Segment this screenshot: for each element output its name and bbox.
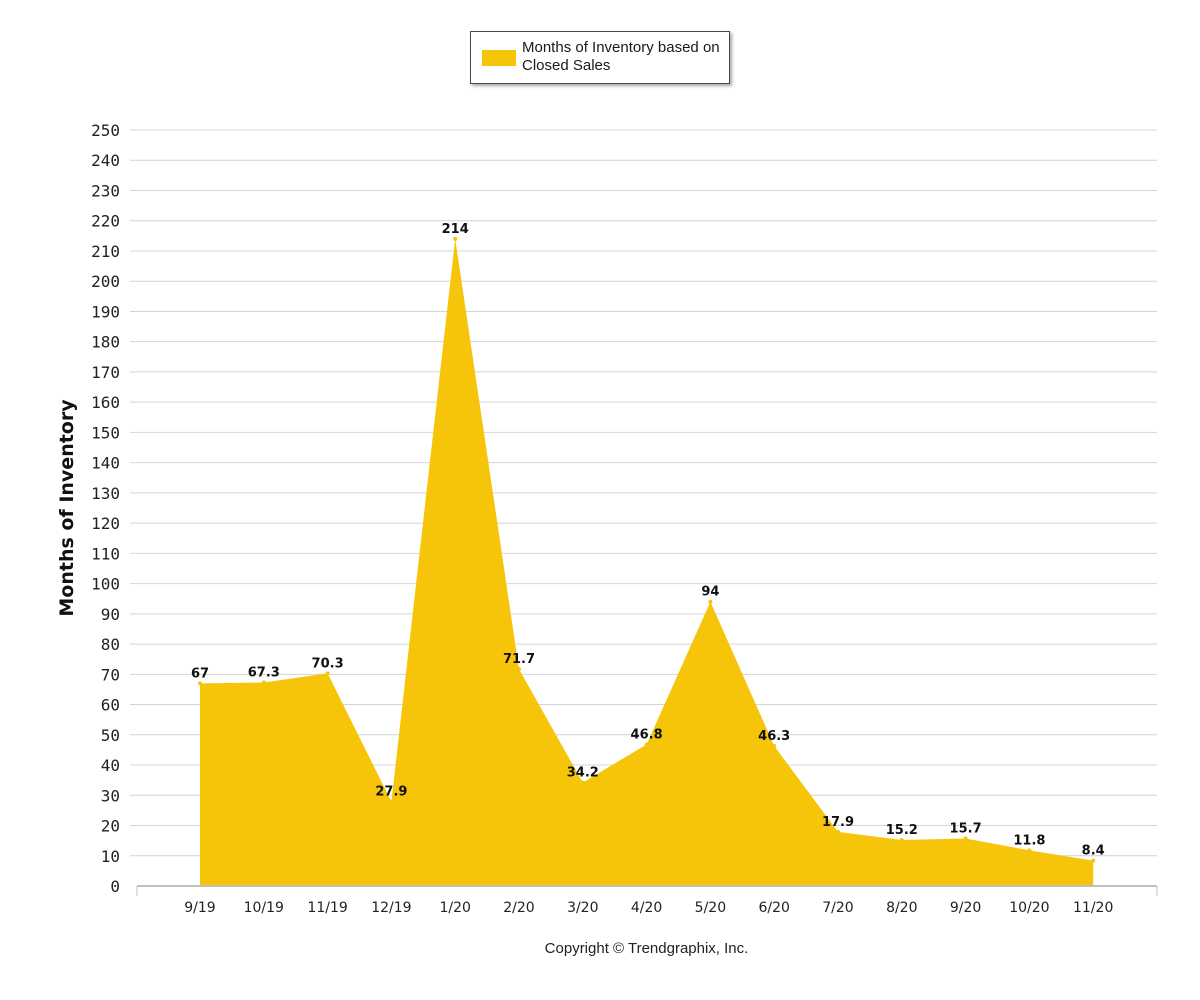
y-tick-label: 150 (91, 423, 120, 442)
y-tick-label: 250 (91, 121, 120, 140)
data-point (708, 599, 713, 604)
y-axis-ticks: 0 10 20 30 40 50 60 70 80 90 100 110 120 130 140 150 160… (91, 121, 120, 896)
y-axis-title: Months of Inventory (56, 399, 78, 617)
y-tick-label: 140 (91, 454, 120, 473)
legend: Months of Inventory based on Closed Sale… (470, 31, 730, 84)
data-label: 15.2 (886, 823, 918, 838)
y-tick-label: 20 (101, 817, 120, 836)
y-tick-label: 30 (101, 786, 120, 805)
data-label: 46.8 (631, 727, 663, 742)
x-tick-label: 7/20 (822, 900, 853, 916)
data-labels: 67 67.3 70.3 27.9 214 71.7 34.2 46.8 94 46.3 17.9 1… (191, 222, 1105, 859)
copyright-text: Copyright © Trendgraphix, Inc. (544, 940, 749, 957)
x-tick-label: 5/20 (695, 900, 726, 916)
data-point (261, 680, 266, 685)
data-point (389, 799, 394, 804)
x-tick-label: 4/20 (631, 900, 662, 916)
y-tick-label: 0 (110, 877, 120, 896)
y-tick-label: 60 (101, 696, 120, 715)
x-tick-label: 12/19 (371, 900, 411, 916)
data-label: 94 (701, 585, 719, 600)
y-tick-label: 50 (101, 726, 120, 745)
legend-label: Months of Inventory based on Closed Sale… (522, 39, 720, 74)
legend-swatch (482, 50, 516, 66)
x-axis (136, 885, 1158, 896)
data-point (325, 671, 330, 676)
y-tick-label: 170 (91, 363, 120, 382)
x-tick-label: 10/19 (244, 900, 284, 916)
y-tick-label: 110 (91, 544, 120, 563)
data-point (198, 681, 202, 686)
y-tick-label: 160 (91, 393, 120, 412)
x-tick-label: 10/20 (1009, 900, 1049, 916)
y-tick-label: 180 (91, 333, 120, 352)
x-tick-label: 3/20 (567, 900, 598, 916)
x-tick-label: 2/20 (503, 900, 534, 916)
data-label: 17.9 (822, 815, 854, 830)
y-tick-label: 100 (91, 575, 120, 594)
y-tick-label: 130 (91, 484, 120, 503)
y-tick-label: 220 (91, 212, 120, 231)
y-tick-label: 10 (101, 847, 120, 866)
y-tick-label: 200 (91, 272, 120, 291)
x-tick-label: 11/20 (1073, 900, 1113, 916)
x-tick-label: 11/19 (307, 900, 347, 916)
y-tick-label: 70 (101, 665, 120, 684)
data-label: 67.3 (248, 665, 280, 680)
x-axis-ticks: 9/19 10/19 11/19 12/19 1/20 2/20 3/20 4/20 5/20 6… (184, 900, 1113, 916)
data-point (963, 836, 968, 841)
y-tick-label: 90 (101, 605, 120, 624)
data-point (580, 780, 585, 785)
x-tick-label: 9/19 (184, 900, 215, 916)
area-series (198, 236, 1096, 886)
y-tick-label: 120 (91, 514, 120, 533)
x-tick-label: 8/20 (886, 900, 917, 916)
data-label: 71.7 (503, 652, 535, 667)
data-label: 11.8 (1013, 833, 1045, 848)
y-tick-label: 80 (101, 635, 120, 654)
data-label: 34.2 (567, 766, 599, 781)
data-point (453, 236, 458, 241)
x-tick-label: 6/20 (758, 900, 789, 916)
data-label: 46.3 (758, 729, 790, 744)
data-point (517, 667, 521, 672)
data-point (772, 743, 777, 748)
y-tick-label: 210 (91, 242, 120, 261)
data-label: 214 (442, 222, 469, 237)
y-tick-label: 230 (91, 181, 120, 200)
data-point (1027, 848, 1032, 853)
y-tick-label: 40 (101, 756, 120, 775)
data-point (899, 838, 904, 843)
data-point (1091, 858, 1096, 863)
x-tick-label: 9/20 (950, 900, 981, 916)
data-label: 8.4 (1082, 844, 1105, 859)
data-label: 15.7 (950, 822, 982, 837)
data-label: 67 (191, 666, 209, 681)
data-label: 70.3 (312, 656, 344, 671)
data-point (644, 742, 649, 747)
x-tick-label: 1/20 (439, 900, 470, 916)
data-point (836, 829, 840, 834)
y-tick-label: 240 (91, 151, 120, 170)
data-label: 27.9 (375, 785, 407, 800)
area-fill (200, 238, 1094, 886)
y-tick-label: 190 (91, 302, 120, 321)
